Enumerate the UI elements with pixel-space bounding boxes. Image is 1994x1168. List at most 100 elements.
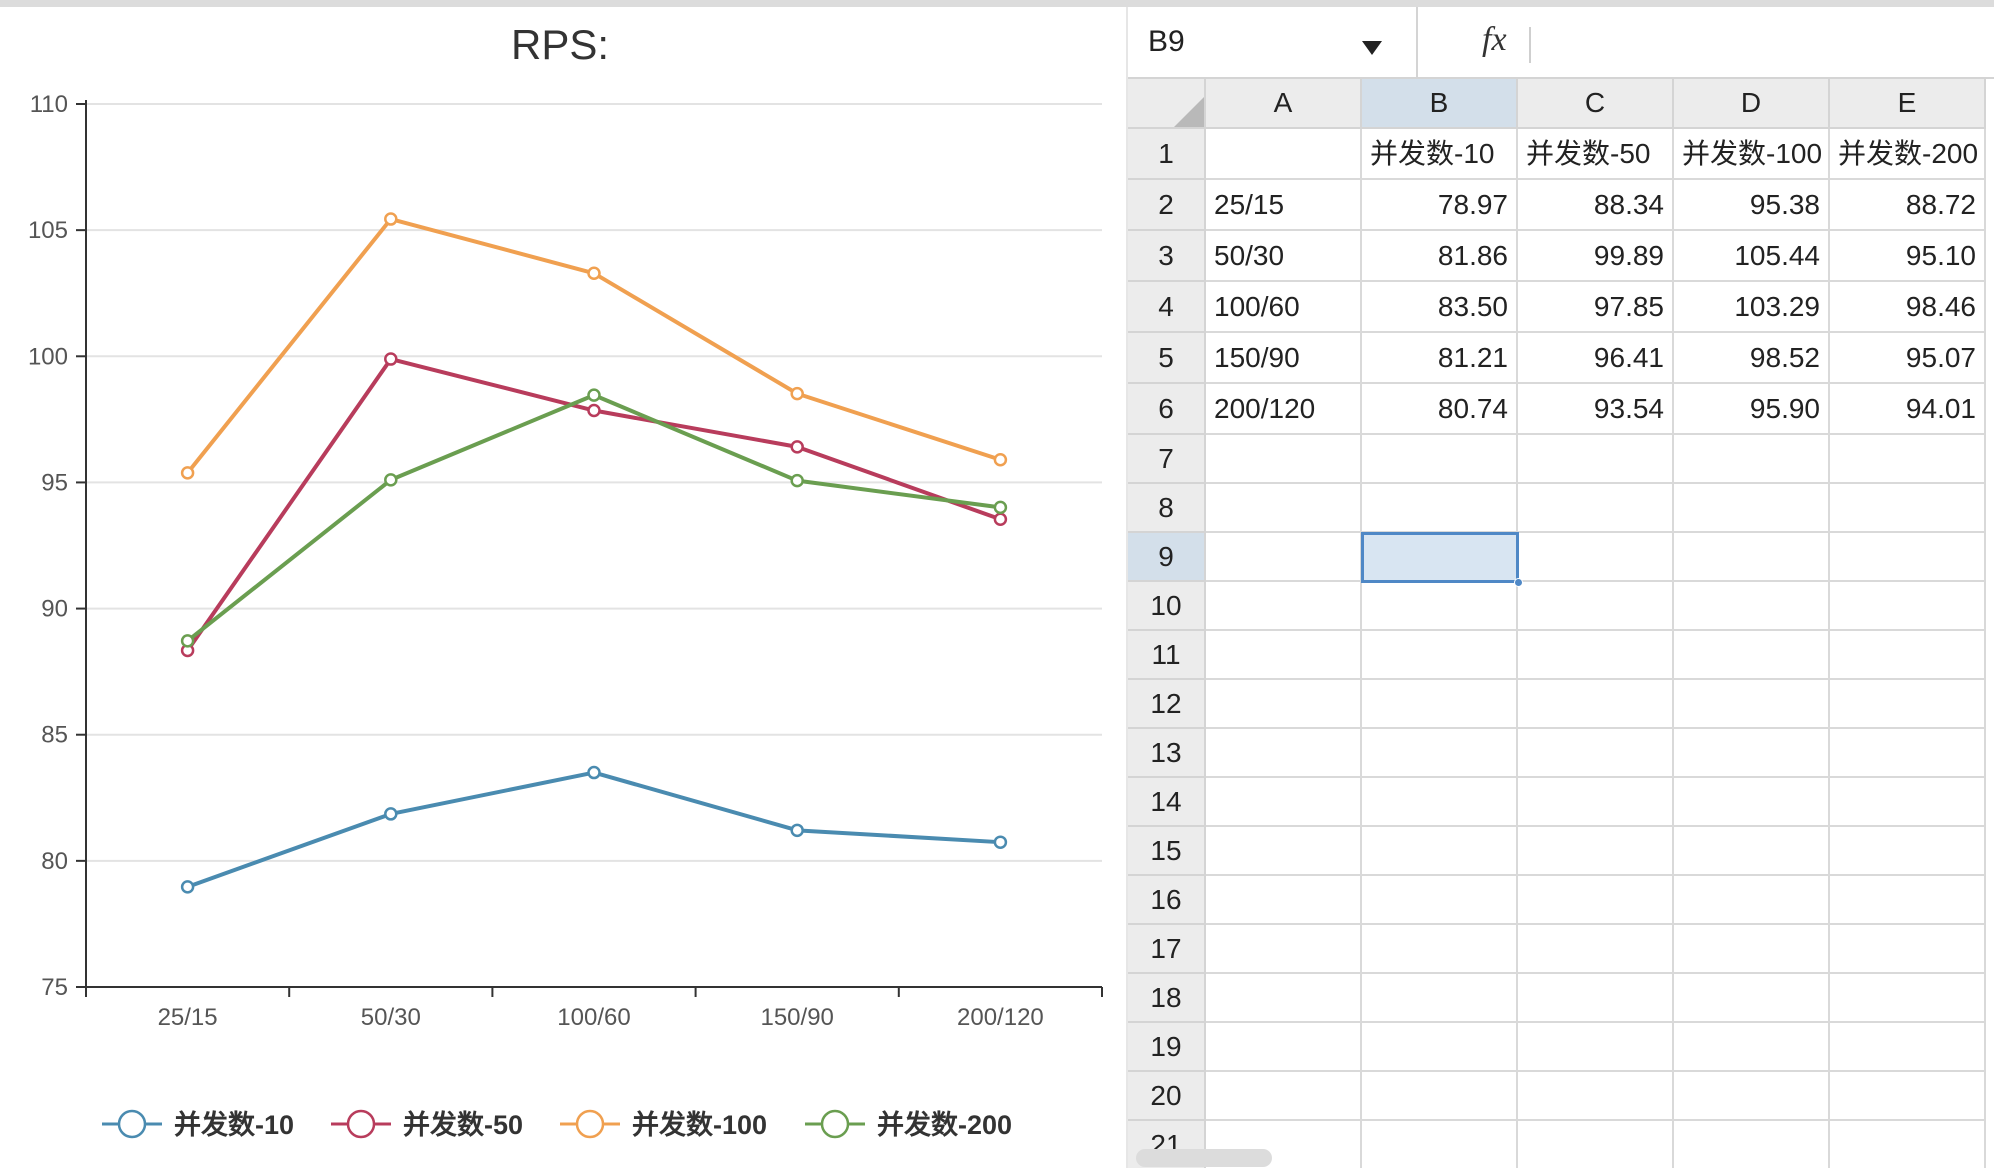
cell-e14[interactable] (1830, 778, 1986, 827)
cell-b12[interactable] (1362, 680, 1518, 729)
row-header-4[interactable]: 4 (1128, 282, 1206, 333)
select-all-corner[interactable] (1128, 79, 1206, 129)
cell-e13[interactable] (1830, 729, 1986, 778)
cell-c13[interactable] (1518, 729, 1674, 778)
column-header-d[interactable]: D (1674, 79, 1830, 129)
row-header-14[interactable]: 14 (1128, 778, 1206, 827)
row-header-12[interactable]: 12 (1128, 680, 1206, 729)
formula-input[interactable] (1538, 17, 1978, 69)
cell-c8[interactable] (1518, 484, 1674, 533)
row-header-17[interactable]: 17 (1128, 925, 1206, 974)
fill-handle[interactable] (1514, 578, 1523, 587)
row-header-3[interactable]: 3 (1128, 231, 1206, 282)
cell-d16[interactable] (1674, 876, 1830, 925)
cell-c15[interactable] (1518, 827, 1674, 876)
row-header-11[interactable]: 11 (1128, 631, 1206, 680)
cell-b9[interactable] (1362, 533, 1518, 582)
cell-c2[interactable]: 88.34 (1518, 180, 1674, 231)
cell-d17[interactable] (1674, 925, 1830, 974)
cell-b1[interactable]: 并发数-10 (1362, 129, 1518, 180)
cell-c21[interactable] (1518, 1121, 1674, 1168)
row-header-2[interactable]: 2 (1128, 180, 1206, 231)
cell-d4[interactable]: 103.29 (1674, 282, 1830, 333)
cell-d7[interactable] (1674, 435, 1830, 484)
cell-b2[interactable]: 78.97 (1362, 180, 1518, 231)
cell-c16[interactable] (1518, 876, 1674, 925)
cell-c1[interactable]: 并发数-50 (1518, 129, 1674, 180)
column-header-b[interactable]: B (1362, 79, 1518, 129)
column-header-a[interactable]: A (1206, 79, 1362, 129)
cell-d13[interactable] (1674, 729, 1830, 778)
cell-d5[interactable]: 98.52 (1674, 333, 1830, 384)
cell-e1[interactable]: 并发数-200 (1830, 129, 1986, 180)
cell-b10[interactable] (1362, 582, 1518, 631)
cell-b20[interactable] (1362, 1072, 1518, 1121)
cell-d15[interactable] (1674, 827, 1830, 876)
cell-a1[interactable] (1206, 129, 1362, 180)
cell-b13[interactable] (1362, 729, 1518, 778)
cell-d9[interactable] (1674, 533, 1830, 582)
cell-e15[interactable] (1830, 827, 1986, 876)
row-header-5[interactable]: 5 (1128, 333, 1206, 384)
row-header-10[interactable]: 10 (1128, 582, 1206, 631)
cell-b6[interactable]: 80.74 (1362, 384, 1518, 435)
column-header-c[interactable]: C (1518, 79, 1674, 129)
cell-d20[interactable] (1674, 1072, 1830, 1121)
row-header-19[interactable]: 19 (1128, 1023, 1206, 1072)
cell-a9[interactable] (1206, 533, 1362, 582)
cell-d14[interactable] (1674, 778, 1830, 827)
cell-a3[interactable]: 50/30 (1206, 231, 1362, 282)
row-header-7[interactable]: 7 (1128, 435, 1206, 484)
cell-a20[interactable] (1206, 1072, 1362, 1121)
cell-e12[interactable] (1830, 680, 1986, 729)
cell-c14[interactable] (1518, 778, 1674, 827)
cell-c18[interactable] (1518, 974, 1674, 1023)
row-header-1[interactable]: 1 (1128, 129, 1206, 180)
cell-d1[interactable]: 并发数-100 (1674, 129, 1830, 180)
row-header-9[interactable]: 9 (1128, 533, 1206, 582)
cell-a17[interactable] (1206, 925, 1362, 974)
cell-b19[interactable] (1362, 1023, 1518, 1072)
cell-c11[interactable] (1518, 631, 1674, 680)
cell-d2[interactable]: 95.38 (1674, 180, 1830, 231)
cell-a5[interactable]: 150/90 (1206, 333, 1362, 384)
cell-d21[interactable] (1674, 1121, 1830, 1168)
cell-a15[interactable] (1206, 827, 1362, 876)
cell-a8[interactable] (1206, 484, 1362, 533)
cell-a21[interactable] (1206, 1121, 1362, 1168)
cell-e20[interactable] (1830, 1072, 1986, 1121)
row-header-15[interactable]: 15 (1128, 827, 1206, 876)
cell-b15[interactable] (1362, 827, 1518, 876)
cell-c7[interactable] (1518, 435, 1674, 484)
cell-e21[interactable] (1830, 1121, 1986, 1168)
row-header-20[interactable]: 20 (1128, 1072, 1206, 1121)
cell-d12[interactable] (1674, 680, 1830, 729)
cell-e7[interactable] (1830, 435, 1986, 484)
cell-e6[interactable]: 94.01 (1830, 384, 1986, 435)
cell-a13[interactable] (1206, 729, 1362, 778)
cell-a19[interactable] (1206, 1023, 1362, 1072)
cell-c6[interactable]: 93.54 (1518, 384, 1674, 435)
cell-b21[interactable] (1362, 1121, 1518, 1168)
cell-c12[interactable] (1518, 680, 1674, 729)
row-header-8[interactable]: 8 (1128, 484, 1206, 533)
row-header-6[interactable]: 6 (1128, 384, 1206, 435)
cell-b11[interactable] (1362, 631, 1518, 680)
cell-e16[interactable] (1830, 876, 1986, 925)
cell-d11[interactable] (1674, 631, 1830, 680)
dropdown-arrow-icon[interactable] (1362, 41, 1382, 55)
column-header-e[interactable]: E (1830, 79, 1986, 129)
cell-c5[interactable]: 96.41 (1518, 333, 1674, 384)
cell-b7[interactable] (1362, 435, 1518, 484)
cell-c17[interactable] (1518, 925, 1674, 974)
row-header-16[interactable]: 16 (1128, 876, 1206, 925)
horizontal-scrollbar[interactable] (1136, 1149, 1272, 1167)
cell-e11[interactable] (1830, 631, 1986, 680)
cell-a16[interactable] (1206, 876, 1362, 925)
cell-e9[interactable] (1830, 533, 1986, 582)
cell-b3[interactable]: 81.86 (1362, 231, 1518, 282)
cell-e5[interactable]: 95.07 (1830, 333, 1986, 384)
cell-d6[interactable]: 95.90 (1674, 384, 1830, 435)
cell-d18[interactable] (1674, 974, 1830, 1023)
cell-c4[interactable]: 97.85 (1518, 282, 1674, 333)
